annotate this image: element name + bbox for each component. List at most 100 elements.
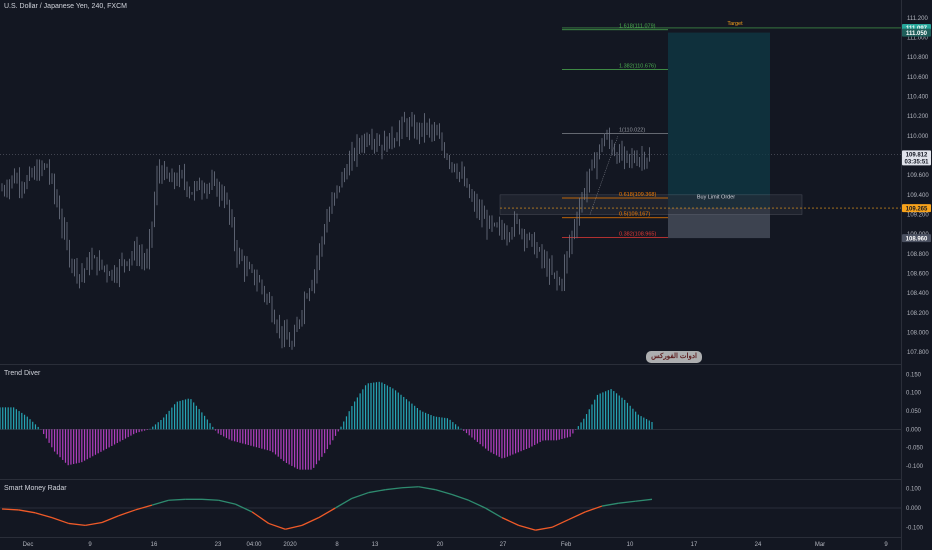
fib-level-label: 0.618(109.368) bbox=[619, 192, 656, 198]
trend-tick-label: 0.100 bbox=[906, 391, 922, 397]
smart-money-segment bbox=[585, 505, 603, 513]
price-badge bbox=[902, 204, 931, 213]
trend-tick-label: 0.050 bbox=[906, 409, 922, 415]
target-label: Target bbox=[727, 21, 743, 27]
smart-money-segment bbox=[601, 502, 619, 507]
price-badge bbox=[902, 157, 931, 166]
time-tick-label: 23 bbox=[215, 542, 222, 548]
smart-money-segment bbox=[368, 489, 386, 494]
trend-tick-label: -0.100 bbox=[906, 464, 924, 470]
smart-money-radar-label[interactable]: Smart Money Radar bbox=[4, 485, 67, 492]
smart-money-segment bbox=[551, 518, 569, 528]
price-tick-label: 111.000 bbox=[907, 36, 928, 42]
smart-money-segment bbox=[68, 522, 86, 527]
time-tick-label: 9 bbox=[88, 542, 92, 548]
price-candles bbox=[1, 111, 650, 350]
trend-diver-histogram bbox=[0, 381, 653, 470]
symbol-title[interactable]: U.S. Dollar / Japanese Yen, 240, FXCM bbox=[4, 3, 127, 10]
trend-diver-label[interactable]: Trend Diver bbox=[4, 370, 41, 377]
smart-money-segment bbox=[401, 486, 419, 489]
price-tick-label: 110.400 bbox=[907, 95, 929, 101]
price-tick-label: 111.200 bbox=[907, 16, 928, 22]
smart-money-segment bbox=[218, 499, 236, 505]
smart-money-segment bbox=[51, 517, 69, 525]
smart-money-segment bbox=[485, 507, 503, 519]
time-tick-label: Feb bbox=[561, 542, 572, 548]
smart-money-segment bbox=[118, 509, 136, 517]
fib-level-label: 1.382(110.676) bbox=[619, 63, 656, 69]
fib-level-label: 0.5(109.167) bbox=[619, 212, 650, 218]
smart-money-segment bbox=[1, 508, 19, 511]
trend-tick-label: 0.000 bbox=[906, 427, 922, 433]
price-badge-label: 108.960 bbox=[906, 236, 928, 242]
price-tick-label: 110.000 bbox=[907, 134, 929, 140]
price-tick-label: 107.800 bbox=[907, 350, 929, 356]
smart-money-segment bbox=[135, 504, 153, 511]
buy-limit-box bbox=[499, 194, 803, 215]
price-tick-label: 108.000 bbox=[907, 331, 929, 337]
smart-tick-label: -0.100 bbox=[906, 525, 924, 531]
time-axis[interactable]: Dec 9 16 23 04:00 2020 8 13 20 27 Feb 10 17 24 Mar 9 bbox=[23, 542, 889, 548]
fib-level-label: 0.382(108.965) bbox=[619, 232, 656, 238]
price-badge-label: 109.265 bbox=[906, 206, 928, 212]
time-tick-label: 2020 bbox=[283, 542, 297, 548]
time-tick-label: 27 bbox=[500, 542, 507, 548]
indicator-axis: 0.150 0.100 0.050 0.000 -0.050 -0.100 0.100 0.0… bbox=[906, 372, 924, 531]
smart-tick-label: 0.100 bbox=[906, 487, 922, 493]
time-tick-label: 16 bbox=[151, 542, 158, 548]
price-tick-label: 109.200 bbox=[907, 213, 929, 219]
price-tick-label: 109.400 bbox=[907, 193, 929, 199]
price-badge-label: 03:35:51 bbox=[904, 160, 929, 166]
smart-money-segment bbox=[618, 500, 636, 504]
smart-money-segment bbox=[335, 497, 353, 509]
smart-money-segment bbox=[318, 507, 336, 519]
time-tick-label: 13 bbox=[372, 542, 379, 548]
smart-money-segment bbox=[251, 511, 270, 524]
time-tick-label: 8 bbox=[335, 542, 339, 548]
smart-money-segment bbox=[151, 499, 169, 506]
price-badge bbox=[902, 234, 931, 243]
time-tick-label: 20 bbox=[437, 542, 444, 548]
fibonacci-extension[interactable]: 1.618(111.079) 1.382(110.676) 1(110.022) 0.… bbox=[562, 24, 668, 238]
price-tick-label: 108.400 bbox=[907, 291, 929, 297]
price-tick-label: 108.200 bbox=[907, 311, 929, 317]
trend-tick-label: -0.050 bbox=[906, 446, 924, 452]
smart-money-segment bbox=[451, 493, 469, 501]
price-badge-label: 109.812 bbox=[906, 153, 928, 159]
smart-money-segment bbox=[235, 503, 253, 513]
time-tick-label: 24 bbox=[755, 542, 762, 548]
fib-level-label: 1.618(111.079) bbox=[619, 24, 656, 30]
smart-money-segment bbox=[518, 524, 536, 531]
smart-tick-label: 0.000 bbox=[906, 506, 922, 512]
smart-money-segment bbox=[101, 515, 119, 524]
smart-money-segment bbox=[301, 517, 319, 526]
smart-money-segment bbox=[418, 486, 436, 491]
price-tick-label: 110.600 bbox=[907, 75, 929, 81]
price-axis[interactable]: 111.200 111.000 110.800 110.600 110.400 110.2… bbox=[907, 16, 929, 356]
smart-money-segment bbox=[285, 524, 303, 530]
price-badge bbox=[902, 150, 931, 159]
price-tick-label: 108.600 bbox=[907, 272, 929, 278]
smart-money-line bbox=[1, 486, 653, 531]
price-badge-label: 111.050 bbox=[906, 31, 928, 37]
smart-money-segment bbox=[568, 511, 586, 521]
smart-money-segment bbox=[18, 509, 36, 514]
trend-tick-label: 0.150 bbox=[906, 372, 922, 378]
price-tick-label: 108.800 bbox=[907, 252, 929, 258]
smart-money-segment bbox=[501, 517, 519, 526]
smart-money-segment bbox=[168, 498, 186, 501]
smart-money-segment bbox=[35, 512, 53, 519]
price-tick-label: 110.800 bbox=[907, 55, 929, 61]
smart-money-segment bbox=[201, 498, 219, 501]
smart-money-segment bbox=[268, 522, 286, 530]
smart-money-segment bbox=[535, 526, 553, 531]
price-badge bbox=[902, 28, 931, 37]
time-tick-label: 04:00 bbox=[246, 542, 262, 548]
position-zones[interactable]: Buy Limit Order Target bbox=[499, 21, 901, 239]
smart-money-segment bbox=[435, 489, 453, 496]
time-tick-label: 17 bbox=[691, 542, 698, 548]
price-tick-label: 109.600 bbox=[907, 173, 929, 179]
time-tick-label: Mar bbox=[815, 542, 825, 548]
buy-limit-label: Buy Limit Order bbox=[697, 194, 735, 200]
